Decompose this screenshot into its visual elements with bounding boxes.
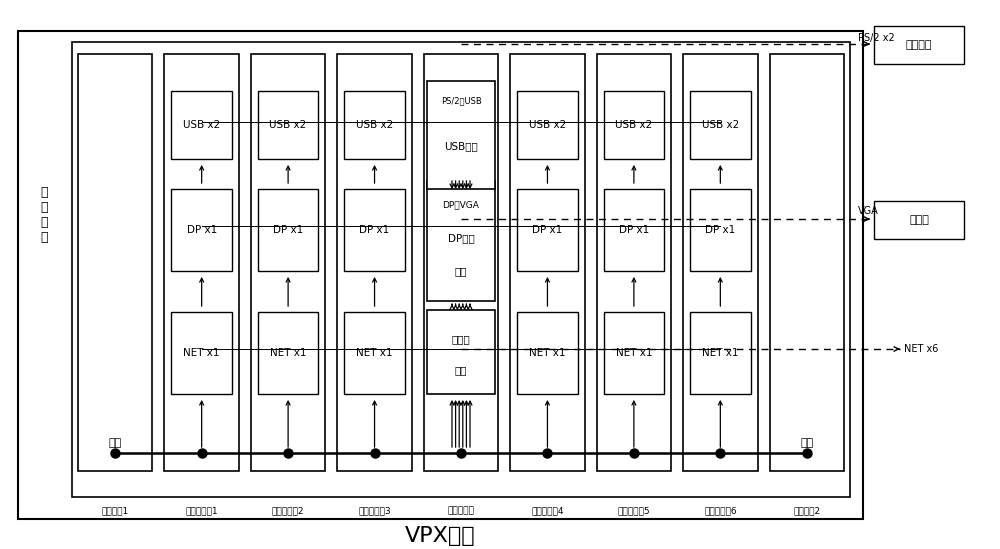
Text: DP x1: DP x1	[273, 225, 303, 235]
Text: 以太网: 以太网	[452, 334, 470, 344]
Text: NET x1: NET x1	[356, 348, 393, 358]
Bar	[171, 189, 232, 271]
Bar	[427, 81, 495, 189]
Bar	[344, 91, 405, 159]
Text: 总
线
底
板: 总 线 底 板	[40, 186, 48, 244]
Text: DP转VGA: DP转VGA	[443, 200, 479, 210]
Text: NET x1: NET x1	[702, 348, 739, 358]
Bar	[770, 54, 844, 471]
Text: 切换: 切换	[455, 266, 467, 276]
Text: NET x1: NET x1	[183, 348, 220, 358]
Text: 计算机模块5: 计算机模块5	[618, 507, 650, 516]
Text: PS/2转USB: PS/2转USB	[441, 96, 481, 105]
Text: 键盘鼠标: 键盘鼠标	[906, 40, 932, 50]
Bar	[427, 181, 495, 301]
Bar	[424, 54, 498, 471]
Bar	[874, 26, 964, 64]
Text: 计算机模块3: 计算机模块3	[358, 507, 391, 516]
Text: 计算机模块1: 计算机模块1	[185, 507, 218, 516]
Text: DP x1: DP x1	[619, 225, 649, 235]
Bar	[604, 312, 664, 394]
Text: NET x6: NET x6	[904, 344, 938, 354]
Text: NET x1: NET x1	[616, 348, 652, 358]
Bar	[258, 189, 318, 271]
Bar	[597, 54, 671, 471]
Bar	[517, 189, 578, 271]
Text: DP x1: DP x1	[532, 225, 563, 235]
Text: PS/2 x2: PS/2 x2	[858, 33, 895, 43]
Text: 显示器: 显示器	[909, 215, 929, 225]
Text: USB x2: USB x2	[183, 120, 220, 130]
Bar	[517, 91, 578, 159]
Bar	[427, 310, 495, 394]
Text: USB x2: USB x2	[702, 120, 739, 130]
Bar	[517, 312, 578, 394]
Bar	[690, 312, 751, 394]
Bar	[690, 189, 751, 271]
Text: 计算机模块4: 计算机模块4	[531, 507, 564, 516]
Text: NET x1: NET x1	[270, 348, 306, 358]
Bar	[78, 54, 152, 471]
Bar	[72, 42, 850, 497]
Text: USB x2: USB x2	[529, 120, 566, 130]
Bar	[337, 54, 412, 471]
Text: 电源: 电源	[109, 438, 122, 448]
Text: 计算机模块2: 计算机模块2	[272, 507, 304, 516]
Text: VPX机箱: VPX机箱	[405, 526, 476, 546]
Text: 电源模块2: 电源模块2	[793, 507, 820, 516]
Text: USB切换: USB切换	[444, 141, 478, 151]
Text: DP显示: DP显示	[448, 234, 474, 244]
Text: DP x1: DP x1	[187, 225, 217, 235]
Bar	[171, 91, 232, 159]
Bar	[171, 312, 232, 394]
Text: 电源模块1: 电源模块1	[102, 507, 129, 516]
Bar	[690, 91, 751, 159]
Bar	[258, 312, 318, 394]
Text: 电源: 电源	[800, 438, 813, 448]
Text: 交换板模块: 交换板模块	[448, 507, 474, 516]
Bar	[604, 189, 664, 271]
Bar	[164, 54, 239, 471]
Text: USB x2: USB x2	[615, 120, 653, 130]
Bar	[604, 91, 664, 159]
Bar	[683, 54, 758, 471]
Text: 切换: 切换	[455, 366, 467, 376]
Text: 计算机模块6: 计算机模块6	[704, 507, 737, 516]
Bar	[18, 31, 863, 519]
Bar	[874, 201, 964, 239]
Text: VGA: VGA	[858, 206, 879, 216]
Text: NET x1: NET x1	[529, 348, 566, 358]
Bar	[258, 91, 318, 159]
Text: DP x1: DP x1	[359, 225, 390, 235]
Text: DP x1: DP x1	[705, 225, 735, 235]
Bar	[510, 54, 585, 471]
Bar	[344, 189, 405, 271]
Bar	[251, 54, 325, 471]
Text: USB x2: USB x2	[269, 120, 307, 130]
Bar	[344, 312, 405, 394]
Text: USB x2: USB x2	[356, 120, 393, 130]
